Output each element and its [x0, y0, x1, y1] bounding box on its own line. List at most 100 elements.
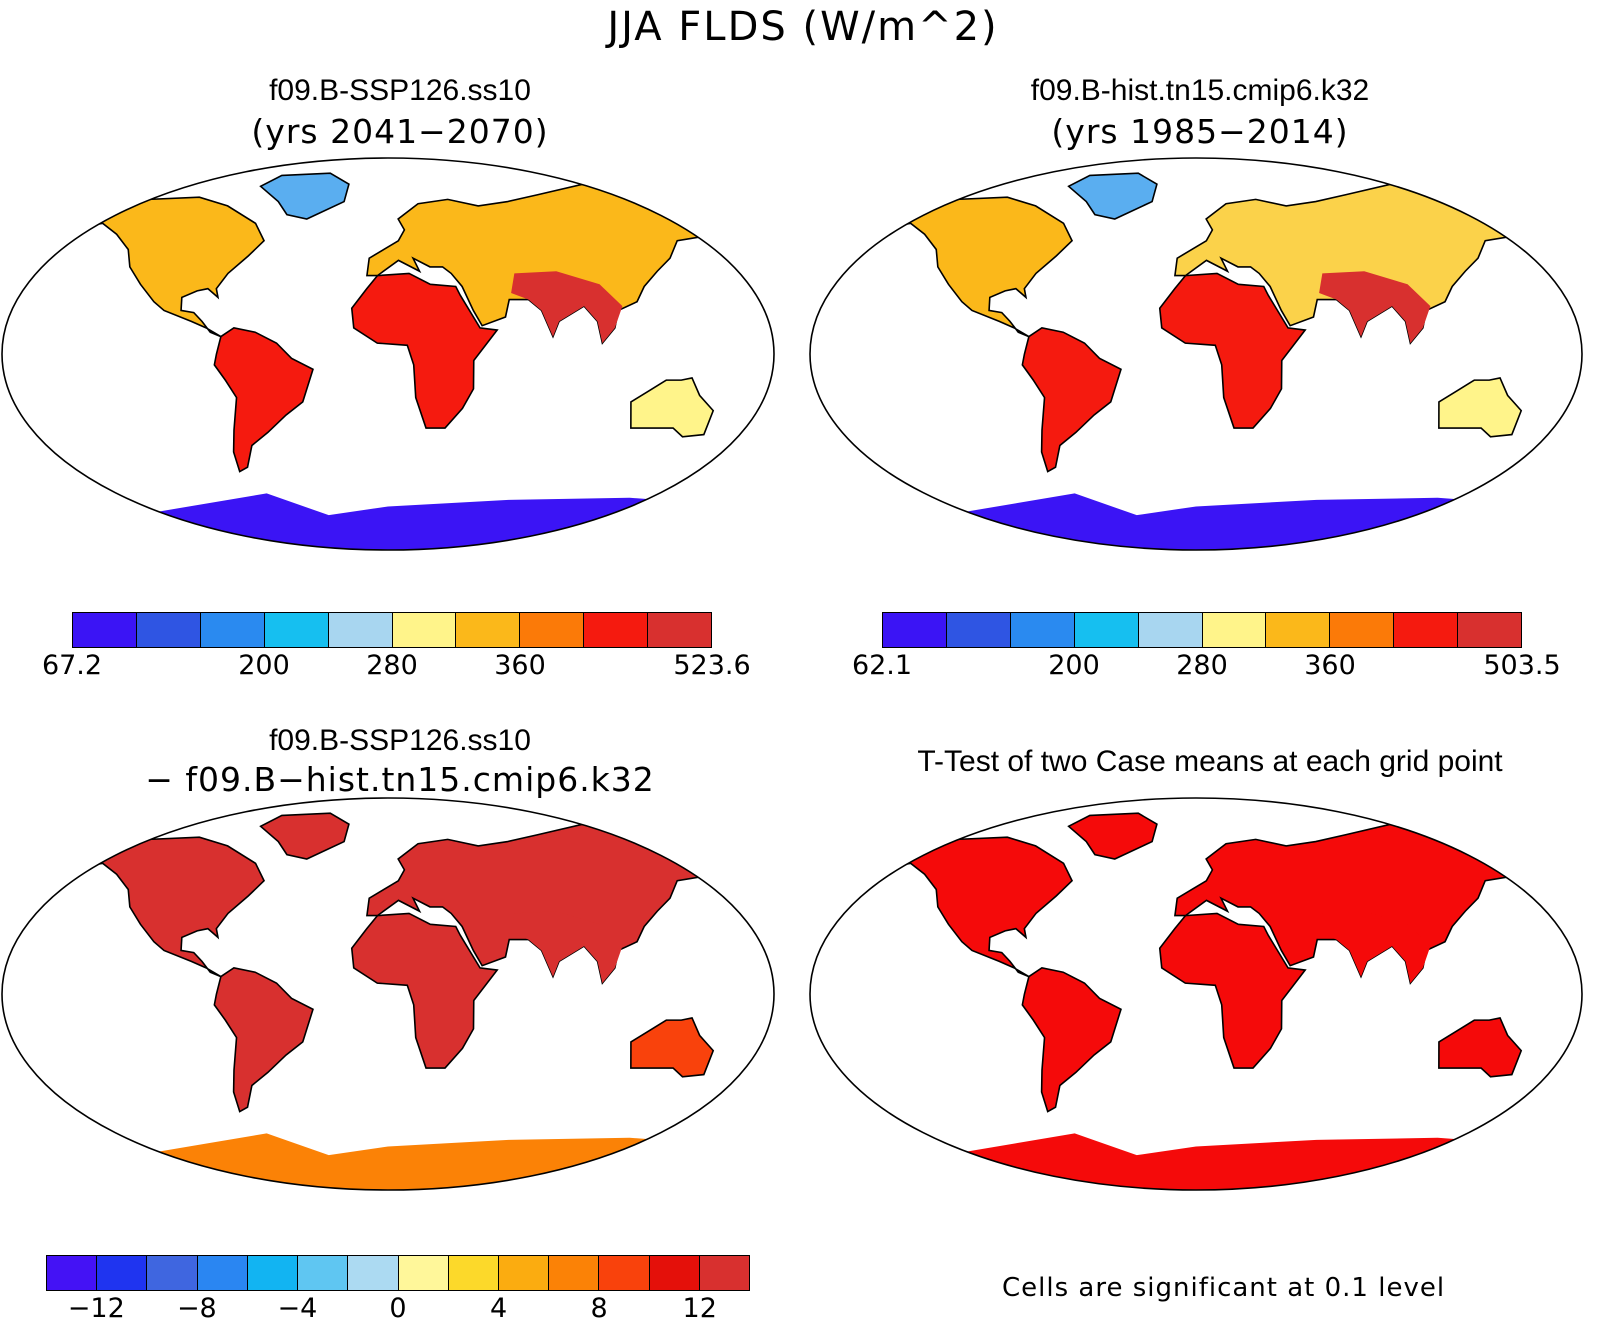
panel-bottom-left-subtitle: − f09.B−hist.tn15.cmip6.k32: [145, 760, 655, 799]
colorbar-tick-label: −8: [176, 1293, 217, 1324]
map-bottom-right-north-america: [860, 836, 1074, 978]
map-bottom-left: [1, 797, 775, 1191]
colorbar-tick-label: 200: [1048, 650, 1100, 681]
colorbar-swatch: [455, 613, 520, 647]
colorbar-swatch: [263, 613, 328, 647]
map-bottom-left-south-asia: [511, 911, 623, 984]
map-bottom-left-greenland: [259, 812, 350, 860]
colorbar-swatch: [397, 1256, 448, 1290]
map-top-left-europe-asia: [366, 183, 748, 345]
colorbar-swatch: [196, 1256, 247, 1290]
colorbar-swatch: [519, 613, 584, 647]
map-top-right: [809, 157, 1583, 551]
colorbar-tick-label: 280: [1176, 650, 1228, 681]
significance-note: Cells are significant at 0.1 level: [1002, 1273, 1446, 1303]
panel-top-left-title: f09.B-SSP126.ss10: [269, 74, 531, 107]
map-top-right-greenland: [1067, 172, 1158, 220]
colorbar-swatch: [1329, 613, 1394, 647]
colorbar-swatch: [1393, 613, 1458, 647]
map-top-left-south-asia: [511, 271, 623, 344]
colorbar-top-left: 67.2 200 280 360 523.6: [42, 612, 751, 692]
colorbar-top_right-bar: [882, 612, 1522, 648]
colorbar-swatch: [146, 1256, 197, 1290]
panel-top-left-subtitle: (yrs 2041−2070): [251, 112, 549, 151]
colorbar-swatch: [246, 1256, 298, 1290]
map-top-right-australia: [1438, 377, 1523, 438]
map-top-left-north-america: [52, 196, 266, 338]
colorbar-swatch: [1009, 613, 1074, 647]
map-top-left-greenland: [259, 172, 350, 220]
map-bottom-left-europe-asia: [366, 823, 748, 985]
colorbar-tick-label: 12: [682, 1293, 717, 1324]
map-bottom-right-south-asia: [1319, 911, 1431, 984]
colorbar-swatch: [497, 1256, 549, 1290]
colorbar-tick-label: 360: [1304, 650, 1356, 681]
colorbar-swatch: [648, 1256, 699, 1290]
colorbar-tick-label: 360: [494, 650, 546, 681]
map-top-right-south-america: [1021, 327, 1122, 473]
map-bottom-left-australia: [630, 1017, 715, 1078]
colorbar-tick-label: 200: [238, 650, 290, 681]
map-top-right-north-america: [860, 196, 1074, 338]
colorbar-tick-label: 523.6: [673, 650, 751, 681]
colorbar-tick-label: 62.1: [851, 650, 913, 681]
colorbar-swatch: [73, 613, 136, 647]
map-bottom-right-greenland: [1067, 812, 1158, 860]
map-bottom-left-north-america: [52, 836, 266, 978]
map-bottom-right-africa: [1158, 912, 1307, 1069]
map-bottom-right: [809, 797, 1583, 1191]
colorbar-tick-label: −12: [67, 1293, 125, 1324]
map-top-right-europe-asia: [1174, 183, 1556, 345]
map-bottom-left-frame: [1, 797, 775, 1191]
map-bottom-right-frame: [809, 797, 1583, 1191]
colorbar-swatch: [327, 613, 392, 647]
map-top-left: [1, 157, 775, 551]
colorbar-swatch: [1457, 613, 1522, 647]
figure-title: JJA FLDS (W/m^2): [607, 4, 999, 50]
map-bottom-left-africa: [350, 912, 499, 1069]
colorbar-swatch: [548, 1256, 599, 1290]
colorbar-swatch: [47, 1256, 97, 1290]
map-top-right-frame: [809, 157, 1583, 551]
colorbar-tick-label: −4: [277, 1293, 318, 1324]
colorbar-tick-label: 67.2: [41, 650, 103, 681]
colorbar-swatch: [96, 1256, 147, 1290]
map-bottom-left-south-america: [213, 967, 314, 1113]
colorbar-swatch: [199, 613, 264, 647]
colorbar-swatch: [883, 613, 946, 647]
map-bottom-right-south-america: [1021, 967, 1122, 1113]
map-bottom-right-europe-asia: [1174, 823, 1556, 985]
map-top-left-australia: [630, 377, 715, 438]
colorbar-tick-label: 280: [366, 650, 418, 681]
panel-bottom-right-title: T-Test of two Case means at each grid po…: [917, 745, 1503, 778]
colorbar-tick-label: 503.5: [1483, 650, 1561, 681]
map-top-left-frame: [1, 157, 775, 551]
map-top-right-south-asia: [1319, 271, 1431, 344]
map-top-left-south-america: [213, 327, 314, 473]
colorbar-swatch: [447, 1256, 498, 1290]
colorbar-swatch: [945, 613, 1010, 647]
panel-top-right-subtitle: (yrs 1985−2014): [1051, 112, 1349, 151]
colorbar-bottom-left: −12 −8 −4 0 4 8 12: [46, 1255, 750, 1324]
panel-bottom-left-title: f09.B-SSP126.ss10: [269, 724, 531, 757]
colorbar-swatch: [1201, 613, 1266, 647]
map-top-right-africa: [1158, 272, 1307, 429]
colorbar-tick-label: 0: [389, 1293, 407, 1324]
colorbar-swatch: [1137, 613, 1202, 647]
colorbar-swatch: [698, 1256, 750, 1290]
colorbar-swatch: [135, 613, 200, 647]
colorbar-swatch: [598, 1256, 649, 1290]
colorbar-swatch: [1265, 613, 1330, 647]
colorbar-swatch: [391, 613, 456, 647]
colorbar-top-right: 62.1 200 280 360 503.5: [852, 612, 1561, 692]
map-top-left-africa: [350, 272, 499, 429]
colorbar-bottom_left-bar: [46, 1255, 750, 1291]
panel-top-right-title: f09.B-hist.tn15.cmip6.k32: [1030, 74, 1370, 107]
colorbar-tick-label: 4: [489, 1293, 508, 1324]
colorbar-top_left-bar: [72, 612, 712, 648]
map-bottom-right-australia: [1438, 1017, 1523, 1078]
colorbar-swatch: [647, 613, 712, 647]
colorbar-tick-label: 8: [590, 1293, 608, 1324]
colorbar-swatch: [297, 1256, 348, 1290]
colorbar-swatch: [347, 1256, 398, 1290]
